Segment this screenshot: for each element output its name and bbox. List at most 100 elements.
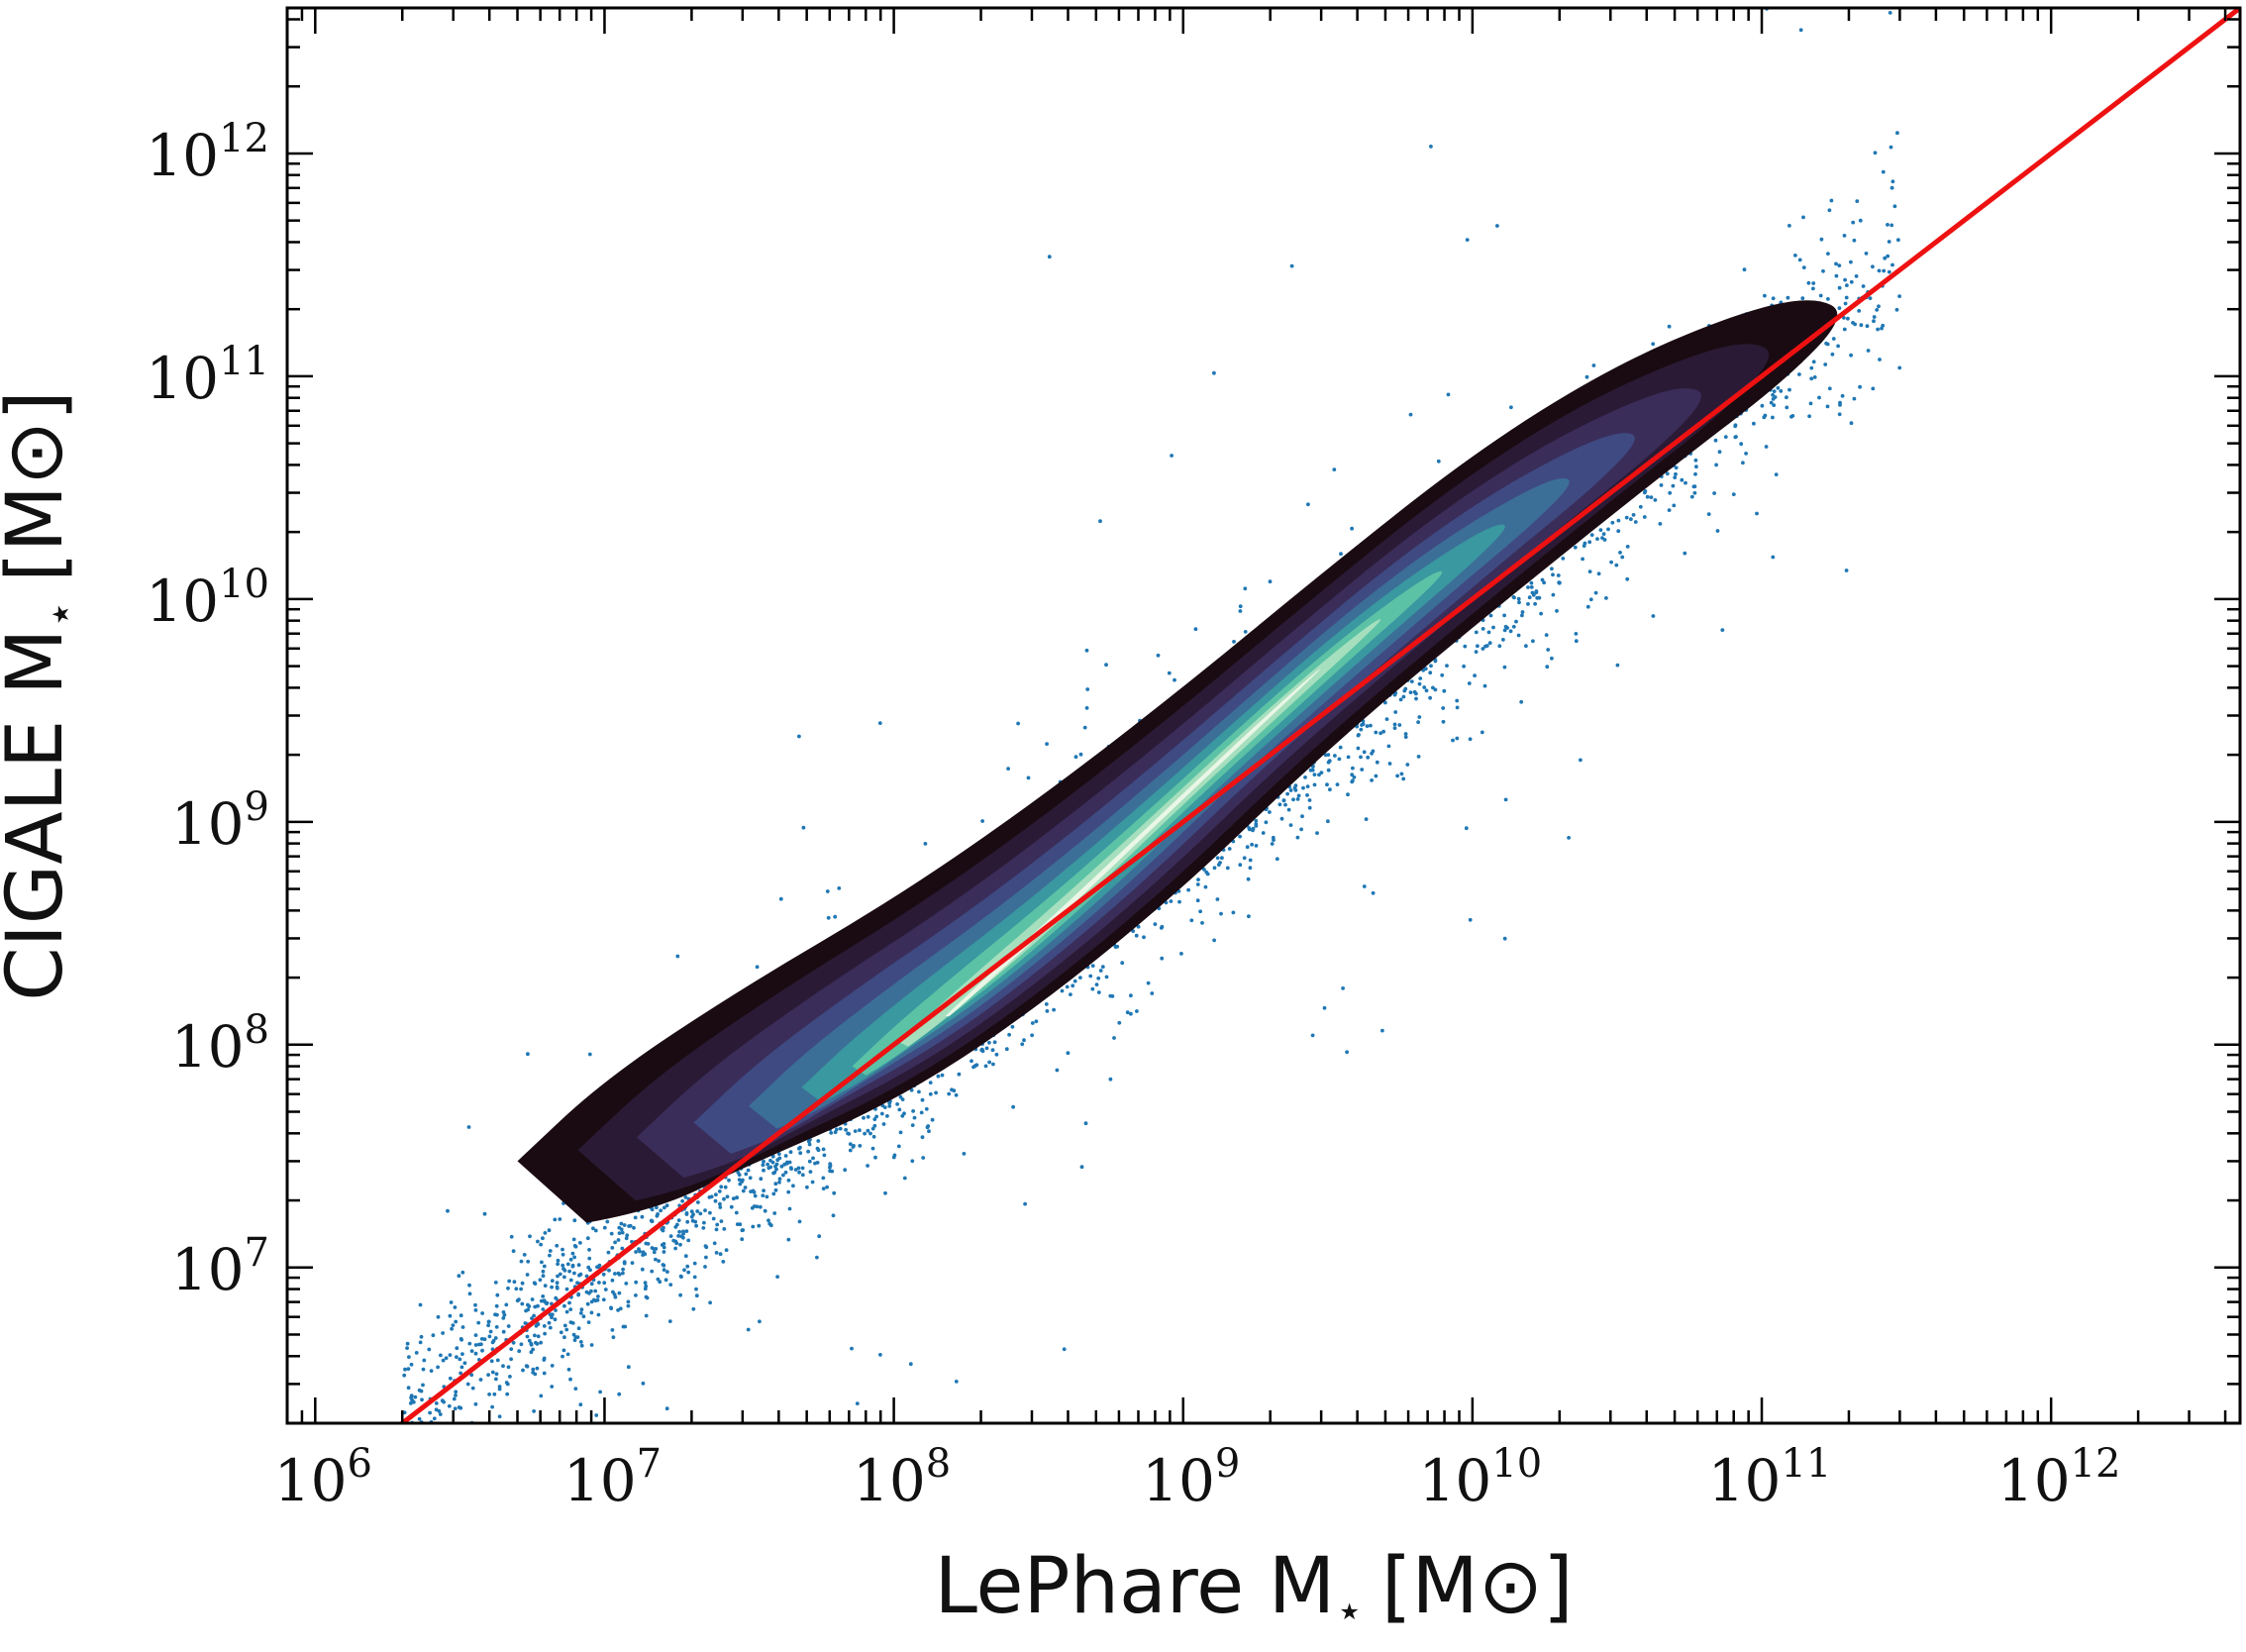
scatter-point bbox=[543, 1331, 547, 1336]
scatter-point bbox=[1335, 782, 1340, 786]
scatter-point bbox=[719, 1219, 724, 1223]
scatter-point bbox=[1797, 372, 1801, 376]
scatter-point bbox=[1365, 724, 1370, 728]
scatter-point bbox=[779, 1164, 784, 1169]
scatter-point bbox=[465, 1382, 470, 1387]
scatter-point bbox=[1871, 386, 1876, 391]
scatter-point bbox=[765, 1194, 769, 1199]
scatter-point bbox=[1170, 454, 1174, 458]
scatter-point bbox=[660, 1243, 664, 1247]
scatter-point bbox=[755, 1204, 760, 1209]
scatter-point bbox=[1845, 283, 1849, 287]
scatter-point bbox=[692, 1261, 697, 1266]
scatter-point bbox=[1786, 295, 1790, 300]
scatter-point bbox=[406, 1433, 410, 1437]
scatter-point bbox=[550, 1315, 554, 1320]
scatter-point bbox=[634, 1293, 638, 1297]
scatter-point bbox=[450, 1326, 454, 1331]
scatter-point bbox=[776, 1152, 781, 1156]
scatter-point bbox=[1890, 262, 1894, 267]
scatter-point bbox=[1146, 981, 1151, 985]
scatter-point bbox=[735, 1222, 740, 1226]
scatter-point bbox=[494, 1325, 499, 1329]
scatter-point bbox=[793, 1168, 798, 1172]
scatter-point bbox=[1811, 360, 1816, 364]
scatter-point bbox=[679, 1234, 683, 1239]
scatter-point bbox=[1574, 639, 1579, 644]
scatter-point bbox=[1220, 856, 1224, 861]
scatter-point bbox=[431, 1427, 435, 1431]
scatter-point bbox=[786, 1237, 791, 1242]
scatter-point bbox=[414, 1433, 418, 1437]
scatter-point bbox=[1530, 590, 1535, 595]
scatter-point bbox=[470, 1386, 475, 1391]
scatter-point bbox=[1397, 723, 1402, 727]
scatter-point bbox=[1760, 403, 1765, 408]
scatter-point bbox=[1486, 630, 1491, 635]
scatter-point bbox=[1614, 563, 1619, 568]
scatter-point bbox=[1854, 274, 1859, 278]
scatter-point bbox=[1393, 710, 1398, 714]
scatter-point bbox=[724, 1248, 729, 1253]
scatter-point bbox=[887, 1104, 892, 1108]
scatter-point bbox=[682, 1268, 686, 1273]
scatter-point bbox=[766, 1218, 770, 1223]
scatter-point bbox=[1117, 1020, 1122, 1025]
scatter-point bbox=[1243, 630, 1248, 634]
scatter-point bbox=[408, 1401, 413, 1405]
scatter-point bbox=[1573, 545, 1578, 550]
scatter-point bbox=[652, 1247, 657, 1251]
scatter-point bbox=[555, 1285, 560, 1290]
scatter-point bbox=[1315, 831, 1319, 835]
scatter-point bbox=[1503, 797, 1508, 802]
scatter-point bbox=[1392, 692, 1397, 697]
scatter-point bbox=[1887, 240, 1891, 244]
scatter-point bbox=[1374, 730, 1378, 735]
scatter-point bbox=[1511, 624, 1516, 629]
scatter-point bbox=[1534, 589, 1539, 593]
scatter-point bbox=[796, 1166, 801, 1171]
scatter-point bbox=[1203, 884, 1208, 889]
scatter-point bbox=[567, 1300, 571, 1305]
scatter-point bbox=[1674, 471, 1678, 476]
scatter-point bbox=[1785, 405, 1789, 410]
scatter-point bbox=[1620, 555, 1625, 560]
scatter-point bbox=[1136, 924, 1141, 929]
scatter-point bbox=[596, 1294, 600, 1298]
scatter-point bbox=[442, 1447, 446, 1451]
scatter-point bbox=[1684, 480, 1687, 485]
scatter-point bbox=[1295, 797, 1300, 801]
scatter-point bbox=[721, 1260, 726, 1264]
scatter-point bbox=[1556, 573, 1561, 577]
scatter-point bbox=[691, 1306, 696, 1311]
scatter-point bbox=[1381, 729, 1385, 734]
scatter-point bbox=[576, 1292, 580, 1297]
scatter-point bbox=[1886, 254, 1890, 258]
scatter-point bbox=[409, 1362, 414, 1367]
scatter-point bbox=[562, 1303, 566, 1308]
scatter-point bbox=[594, 1413, 599, 1417]
scatter-point bbox=[1624, 515, 1629, 520]
scatter-point bbox=[1896, 238, 1900, 243]
scatter-point bbox=[504, 1381, 509, 1385]
scatter-point bbox=[1631, 513, 1636, 517]
scatter-point bbox=[1463, 644, 1468, 649]
scatter-point bbox=[619, 1227, 624, 1232]
scatter-point bbox=[420, 1439, 424, 1443]
scatter-point bbox=[572, 1338, 577, 1342]
scatter-point bbox=[1859, 323, 1864, 328]
scatter-point bbox=[1610, 520, 1615, 525]
scatter-point bbox=[602, 1225, 607, 1230]
scatter-point bbox=[1529, 585, 1534, 589]
scatter-point bbox=[1310, 768, 1315, 773]
scatter-point bbox=[885, 1114, 889, 1118]
scatter-point bbox=[514, 1287, 519, 1291]
scatter-point bbox=[703, 1208, 707, 1212]
scatter-point bbox=[520, 1301, 525, 1306]
scatter-point bbox=[1849, 259, 1853, 264]
scatter-point bbox=[1283, 802, 1287, 807]
scatter-point bbox=[1231, 910, 1236, 915]
scatter-point bbox=[1497, 644, 1502, 649]
scatter-point bbox=[1238, 834, 1242, 839]
scatter-point bbox=[488, 1329, 493, 1334]
